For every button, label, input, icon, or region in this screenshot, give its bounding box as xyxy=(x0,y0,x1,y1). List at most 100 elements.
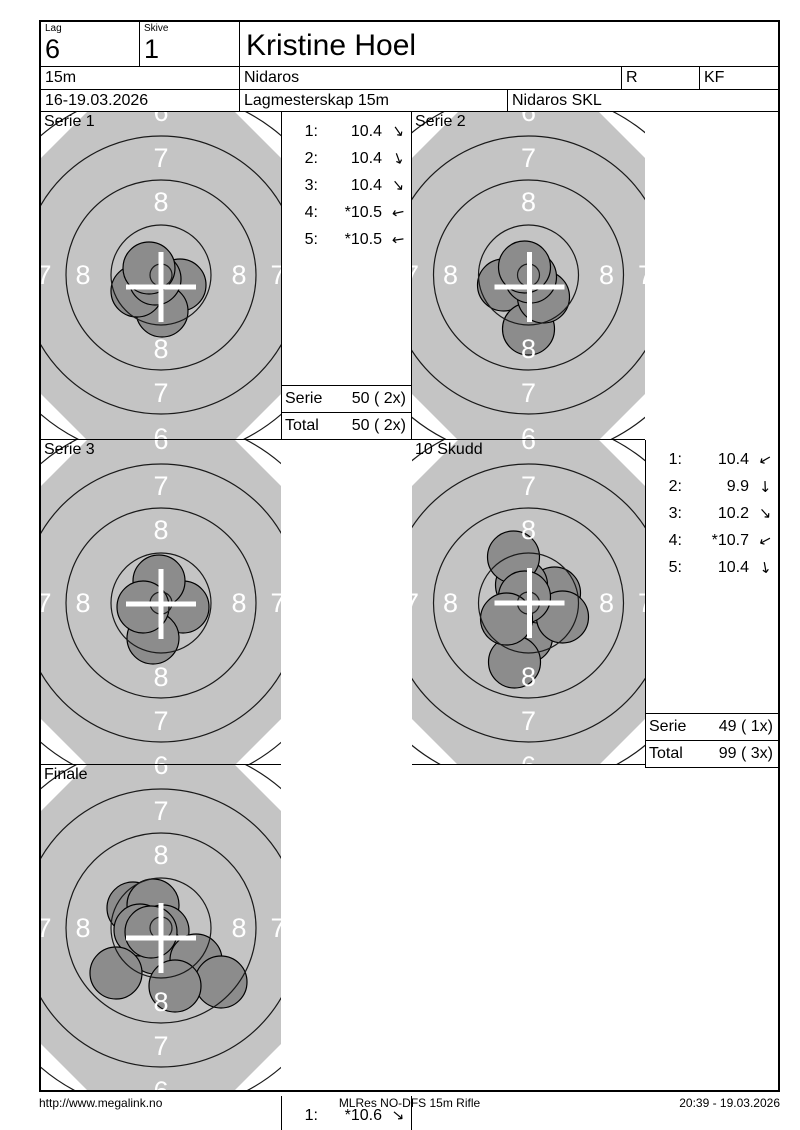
shot-number: 1: xyxy=(304,1106,318,1124)
footer-program: MLRes NO-DFS 15m Rifle xyxy=(338,1096,481,1110)
ring-number: 7 xyxy=(41,260,52,290)
range-cell: 15m xyxy=(41,67,240,90)
shot-value: 10.4 xyxy=(350,176,382,194)
shot-value: 10.4 xyxy=(350,122,382,140)
shot-number: 3: xyxy=(304,176,318,194)
shot-row: 3: 10.2 → xyxy=(646,500,778,527)
total-value: 99 ( 3x) xyxy=(718,745,773,762)
target-10-skudd: 10 Skudd 678887766876 xyxy=(412,440,645,765)
ring-number: 7 xyxy=(521,378,536,408)
ring-number: 7 xyxy=(41,588,52,618)
class-kf-cell: KF xyxy=(700,67,778,90)
target-graphic-10-skudd: 678887766876 xyxy=(412,440,645,765)
serie-label: Serie xyxy=(285,390,323,407)
ring-number: 7 xyxy=(153,378,168,408)
ring-number: 6 xyxy=(521,751,536,765)
shot-number: 5: xyxy=(668,558,682,576)
target-label: Finale xyxy=(44,766,88,783)
total-sum-row: Total 50 ( 2x) xyxy=(282,412,411,439)
ring-number: 7 xyxy=(153,706,168,736)
shot-direction-arrow: → xyxy=(755,559,776,576)
ring-number: 7 xyxy=(153,796,168,826)
ring-number: 8 xyxy=(443,588,458,618)
ring-number: 8 xyxy=(231,913,246,943)
target-graphic-serie-2: 678887766876 xyxy=(412,112,645,439)
serie-value: 50 ( 2x) xyxy=(351,390,406,407)
shot-number: 4: xyxy=(668,531,682,549)
score-panel-serie-2: 1: 10.4 → 2: 9.9 → 3: 10.2 → 4: *10.7 → 5: 10.4 → Seri… xyxy=(645,440,778,768)
target-serie-3: Serie 3 678887766876 xyxy=(41,440,281,765)
ring-circle xyxy=(110,552,212,654)
footer-url: http://www.megalink.no xyxy=(39,1096,163,1110)
ring-number: 7 xyxy=(153,143,168,173)
score-sheet: Lag 6 Skive 1 Kristine Hoel 15m Nidaros … xyxy=(39,20,780,1130)
ring-number: 8 xyxy=(75,913,90,943)
shot-list: 1:*10.6→2:*10.7→3:10.2→4:10.4→5:*10.7→ xyxy=(282,1102,411,1130)
shot-number: 5: xyxy=(304,230,318,248)
shot-direction-arrow: → xyxy=(387,174,410,196)
class-r-cell: R xyxy=(622,67,700,90)
ring-number: 8 xyxy=(153,987,168,1017)
lag-value: 6 xyxy=(45,34,61,64)
ring-number: 7 xyxy=(638,588,645,618)
ring-number: 8 xyxy=(521,334,536,364)
shot-row: 1: *10.6 → xyxy=(282,1102,411,1129)
shot-row: 2: 10.4 → xyxy=(282,145,411,172)
ring-number: 8 xyxy=(231,260,246,290)
target-graphic-serie-1: 678887766876 xyxy=(41,112,281,439)
shot-row: 5: *10.5 → xyxy=(282,226,411,253)
shot-direction-arrow: → xyxy=(754,502,777,524)
ring-number: 7 xyxy=(153,471,168,501)
dates-cell: 16-19.03.2026 xyxy=(41,90,240,112)
shot-direction-arrow: → xyxy=(390,230,406,250)
ring-circle xyxy=(65,507,257,699)
organizer-cell: Nidaros SKL xyxy=(508,90,778,112)
serie-value: 49 ( 1x) xyxy=(718,718,773,735)
ring-circle xyxy=(41,788,281,1068)
shot-direction-arrow: → xyxy=(756,479,775,494)
ring-circle xyxy=(432,179,625,371)
total-label: Total xyxy=(649,745,683,762)
target-finale: Finale 678887766876 xyxy=(41,765,281,1090)
ring-number: 7 xyxy=(412,260,419,290)
ring-number: 7 xyxy=(270,260,281,290)
ring-number: 8 xyxy=(521,187,536,217)
target-label: 10 Skudd xyxy=(415,441,483,458)
ring-circle xyxy=(432,507,625,699)
shot-value: 10.2 xyxy=(717,504,749,522)
shot-value: *10.7 xyxy=(711,531,749,549)
ring-number: 8 xyxy=(231,588,246,618)
ring-number: 7 xyxy=(153,1031,168,1061)
serie-sum-row: Serie 49 ( 1x) xyxy=(646,713,778,740)
ring-number: 7 xyxy=(270,588,281,618)
ring-circle xyxy=(477,224,580,326)
total-label: Total xyxy=(285,417,319,434)
ring-number: 8 xyxy=(599,588,614,618)
shot-direction-arrow: → xyxy=(755,530,776,552)
ring-circle xyxy=(65,179,257,371)
ring-number: 8 xyxy=(153,334,168,364)
shot-number: 1: xyxy=(668,450,682,468)
lag-label: Lag xyxy=(45,23,62,34)
shot-number: 1: xyxy=(304,122,318,140)
target-label: Serie 3 xyxy=(44,441,95,458)
ring-number: 7 xyxy=(270,913,281,943)
page-footer: http://www.megalink.no MLRes NO-DFS 15m … xyxy=(39,1096,780,1110)
shot-value: 9.9 xyxy=(726,477,749,495)
shot-direction-arrow: → xyxy=(387,149,410,168)
ring-number: 8 xyxy=(153,840,168,870)
shooter-name: Kristine Hoel xyxy=(240,22,778,67)
ring-circle xyxy=(41,463,281,743)
ring-number: 7 xyxy=(521,471,536,501)
ring-number: 8 xyxy=(153,515,168,545)
ring-number: 7 xyxy=(521,706,536,736)
score-summary: Serie 49 ( 1x) Total 99 ( 3x) xyxy=(646,713,778,767)
total-sum-row: Total 99 ( 3x) xyxy=(646,740,778,767)
ring-number: 8 xyxy=(443,260,458,290)
score-panel-serie-3: 1:*10.6→2:*10.7→3:10.2→4:10.4→5:*10.7→ S… xyxy=(281,1096,412,1130)
ring-number: 8 xyxy=(75,260,90,290)
shot-list: 1: 10.4 → 2: 10.4 → 3: 10.4 → 4: *10.5 → 5: *10.5 → xyxy=(282,118,411,253)
footer-printed-time: 20:39 - 19.03.2026 xyxy=(679,1096,780,1110)
ring-number: 7 xyxy=(638,260,645,290)
ring-number: 8 xyxy=(521,662,536,692)
